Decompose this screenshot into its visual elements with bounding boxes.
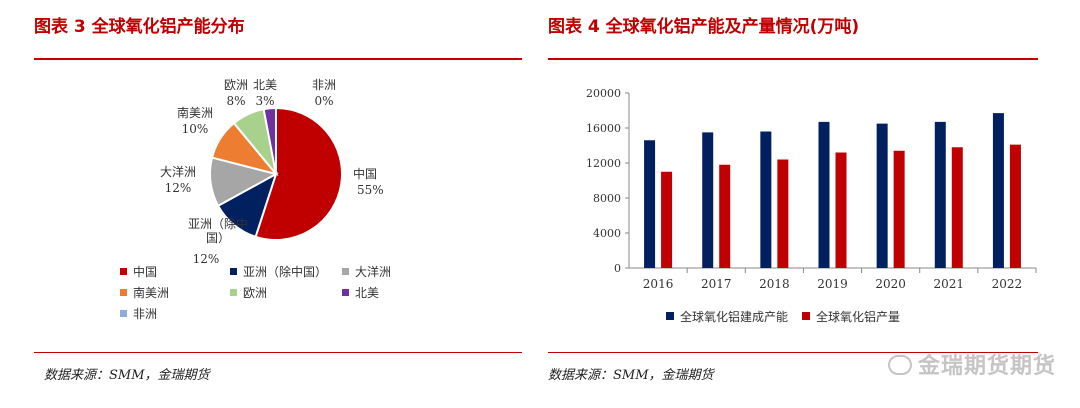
bar-chart-title: 图表 4 全球氧化铝产能及产量情况(万吨) [548,17,860,37]
pie-source: 数据来源：SMM，金瑞期货 [44,368,210,383]
pie-label-name: 大洋洲 [160,164,196,179]
right-panel: 图表 4 全球氧化铝产能及产量情况(万吨) 0 4000 8000 12000 1600… [540,0,1080,408]
legend-label: 全球氧化铝产量 [816,309,900,324]
pie-chart: 中国 55% 亚洲（除中国） 12% 大洋洲 12% 南美洲 10% 欧洲 8% 北美 3% 非洲 0% 中… [120,78,391,321]
legend-label: 非洲 [133,307,157,321]
source-rule [34,352,522,353]
bar-1-2022 [1009,144,1021,268]
bar-1-2021 [951,147,963,268]
legend-swatch [802,312,810,320]
pie-label-name: 中国 [353,166,377,181]
title-rule [34,58,522,60]
legend-item-6: 非洲 [120,307,157,321]
pie-label-3: 南美洲 10% [177,105,213,136]
legend-swatch [342,289,349,296]
pie-slice-5 [262,106,277,175]
source-rule [548,352,1038,353]
pie-label-2: 大洋洲 12% [160,164,196,195]
bar-1-2019 [835,152,847,268]
pie-label-name: 非洲 [312,78,336,92]
y-tick-label: 12000 [586,157,621,170]
pie-label-6: 非洲 0% [312,78,336,108]
legend-item-0: 中国 [120,264,157,279]
legend-item-3: 南美洲 [120,285,169,300]
pie-label-name: 北美 [253,78,277,92]
pie-label-value: 12% [193,252,220,266]
y-tick-label: 20000 [586,87,621,100]
x-tick-label: 2018 [759,277,790,291]
bar-0-2017 [702,132,714,268]
bar-legend-item-0: 全球氧化铝建成产能 [666,309,788,324]
pie-label-value: 55% [357,183,384,197]
legend-swatch [666,312,674,320]
bar-1-2018 [777,159,789,268]
legend-label: 中国 [133,264,157,279]
legend-swatch [120,289,127,296]
watermark: 金瑞期货期货 [887,348,1056,380]
y-tick-label: 0 [614,262,621,275]
pie-label-name: 南美洲 [177,105,213,120]
pie-label-5: 北美 3% [253,78,277,108]
pie-label-name: 欧洲 [224,78,248,92]
bar-1-2020 [893,150,905,268]
legend-swatch [342,268,349,275]
pie-label-4: 欧洲 8% [224,78,248,108]
y-tick-label: 4000 [593,227,621,240]
x-tick-label: 2019 [817,277,848,291]
legend-item-4: 欧洲 [230,286,267,300]
legend-label: 全球氧化铝建成产能 [680,309,788,324]
bar-0-2016 [644,140,656,268]
pie-label-1: 亚洲（除中国） 12% [188,216,248,266]
legend-label: 亚洲（除中国） [243,264,327,279]
legend-label: 南美洲 [133,285,169,300]
bar-0-2022 [992,113,1004,268]
pie-label-value: 3% [255,94,274,108]
pie-label-value: 8% [226,94,245,108]
bar-1-2016 [661,171,673,268]
title-rule [548,58,1038,60]
x-tick-label: 2016 [643,277,674,291]
pie-label-name-part: 国） [206,231,230,245]
y-tick-label: 16000 [586,122,621,135]
legend-label: 大洋洲 [355,264,391,279]
x-tick-label: 2017 [701,277,732,291]
watermark-text: 金瑞期货期货 [917,354,1056,379]
wechat-icon [887,355,912,375]
pie-label-name-part: 亚洲（除中 [188,216,248,231]
x-tick-label: 2022 [992,277,1023,291]
bar-legend-item-1: 全球氧化铝产量 [802,309,900,324]
pie-label-0: 中国 55% [353,166,384,197]
x-tick-label: 2020 [875,277,906,291]
bar-0-2021 [934,121,946,268]
x-tick-label: 2021 [934,277,965,291]
bar-0-2020 [876,123,888,268]
legend-swatch [230,289,237,296]
legend-swatch [120,310,127,317]
bar-0-2019 [818,121,830,268]
legend-swatch [230,268,237,275]
legend-item-5: 北美 [342,286,379,300]
bar-0-2018 [760,131,772,268]
legend-item-1: 亚洲（除中国） [230,264,327,279]
bar-source: 数据来源：SMM，金瑞期货 [548,368,714,383]
pie-label-value: 10% [182,122,209,136]
bar-1-2017 [719,164,731,268]
legend-label: 欧洲 [243,286,267,300]
legend-swatch [120,268,127,275]
pie-slice-0 [254,106,343,241]
left-panel: 图表 3 全球氧化铝产能分布 中国 55% 亚洲（除中 国） 12% 大洋洲 12% 南美洲 1… [34,17,522,383]
bar-chart: 0 4000 8000 12000 16000 20000 2016 2017 2018 2019… [586,87,1037,324]
pie-chart-title: 图表 3 全球氧化铝产能分布 [34,17,245,37]
pie-label-value: 12% [165,181,192,195]
legend-item-2: 大洋洲 [342,264,391,279]
pie-label-value: 0% [314,94,333,108]
y-tick-label: 8000 [593,192,621,205]
legend-label: 北美 [355,286,379,300]
